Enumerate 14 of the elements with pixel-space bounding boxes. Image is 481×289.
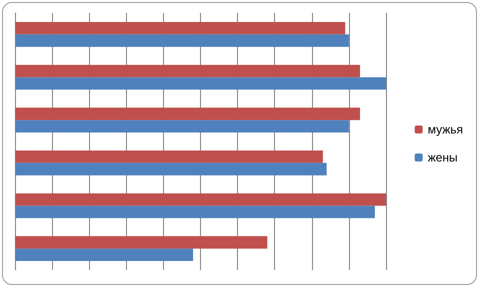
legend-label: жены: [428, 150, 458, 164]
bar: [15, 150, 323, 163]
bar: [15, 236, 268, 249]
bar: [15, 77, 386, 90]
bar: [15, 206, 375, 218]
bar: [15, 248, 194, 262]
bar: [15, 193, 386, 206]
bar: [15, 162, 327, 176]
bar: [15, 34, 349, 47]
bar: [15, 64, 360, 78]
legend-label: мужья: [428, 122, 463, 136]
bar: [15, 120, 349, 133]
bar: [15, 108, 360, 120]
bar: [15, 22, 346, 34]
